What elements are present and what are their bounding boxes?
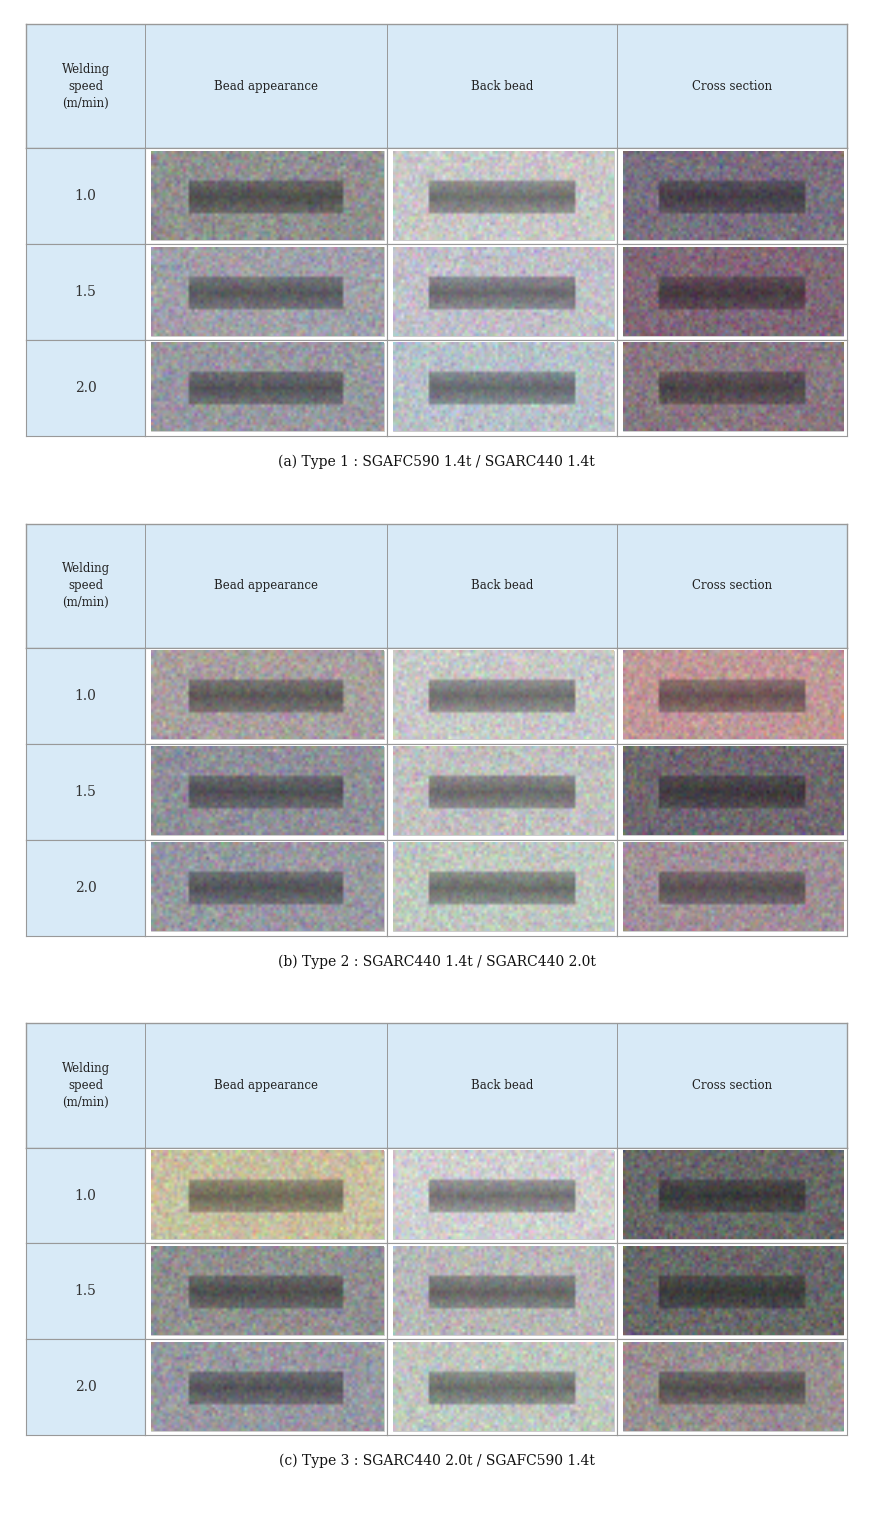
Text: 2.0: 2.0	[75, 1381, 97, 1394]
FancyBboxPatch shape	[622, 1151, 843, 1238]
FancyBboxPatch shape	[393, 1151, 614, 1238]
Text: 1.5: 1.5	[75, 285, 97, 300]
FancyBboxPatch shape	[622, 1246, 843, 1335]
Text: 2.0: 2.0	[75, 382, 97, 395]
FancyBboxPatch shape	[622, 151, 843, 239]
Text: Welding
speed
(m/min): Welding speed (m/min)	[62, 1061, 110, 1110]
FancyBboxPatch shape	[151, 1246, 383, 1335]
FancyBboxPatch shape	[393, 843, 614, 931]
Text: (b) Type 2 : SGARC440 1.4t / SGARC440 2.0t: (b) Type 2 : SGARC440 1.4t / SGARC440 2.…	[278, 954, 595, 969]
FancyBboxPatch shape	[151, 746, 383, 836]
FancyBboxPatch shape	[622, 746, 843, 836]
FancyBboxPatch shape	[622, 651, 843, 739]
FancyBboxPatch shape	[151, 247, 383, 336]
FancyBboxPatch shape	[393, 1246, 614, 1335]
FancyBboxPatch shape	[151, 843, 383, 931]
Text: Bead appearance: Bead appearance	[214, 580, 319, 592]
FancyBboxPatch shape	[622, 344, 843, 431]
FancyBboxPatch shape	[393, 746, 614, 836]
Text: 1.0: 1.0	[75, 689, 97, 702]
Text: Bead appearance: Bead appearance	[214, 1079, 319, 1092]
Text: (a) Type 1 : SGAFC590 1.4t / SGARC440 1.4t: (a) Type 1 : SGAFC590 1.4t / SGARC440 1.…	[278, 454, 595, 469]
FancyBboxPatch shape	[622, 247, 843, 336]
Text: 1.0: 1.0	[75, 1188, 97, 1202]
Text: Welding
speed
(m/min): Welding speed (m/min)	[62, 62, 110, 111]
FancyBboxPatch shape	[151, 1151, 383, 1238]
FancyBboxPatch shape	[393, 344, 614, 431]
FancyBboxPatch shape	[393, 151, 614, 239]
FancyBboxPatch shape	[622, 843, 843, 931]
Text: Welding
speed
(m/min): Welding speed (m/min)	[62, 562, 110, 610]
Text: 1.5: 1.5	[75, 1284, 97, 1299]
Text: 2.0: 2.0	[75, 881, 97, 895]
Text: Cross section: Cross section	[692, 1079, 772, 1092]
Text: Back bead: Back bead	[471, 1079, 533, 1092]
Text: Back bead: Back bead	[471, 580, 533, 592]
FancyBboxPatch shape	[622, 1343, 843, 1431]
Text: (c) Type 3 : SGARC440 2.0t / SGAFC590 1.4t: (c) Type 3 : SGARC440 2.0t / SGAFC590 1.…	[278, 1453, 595, 1469]
Text: 1.0: 1.0	[75, 189, 97, 203]
FancyBboxPatch shape	[393, 651, 614, 739]
FancyBboxPatch shape	[151, 151, 383, 239]
Text: Cross section: Cross section	[692, 580, 772, 592]
Text: Back bead: Back bead	[471, 80, 533, 92]
Text: Cross section: Cross section	[692, 80, 772, 92]
FancyBboxPatch shape	[393, 1343, 614, 1431]
FancyBboxPatch shape	[151, 651, 383, 739]
Text: 1.5: 1.5	[75, 784, 97, 799]
FancyBboxPatch shape	[151, 344, 383, 431]
FancyBboxPatch shape	[393, 247, 614, 336]
FancyBboxPatch shape	[151, 1343, 383, 1431]
Text: Bead appearance: Bead appearance	[214, 80, 319, 92]
